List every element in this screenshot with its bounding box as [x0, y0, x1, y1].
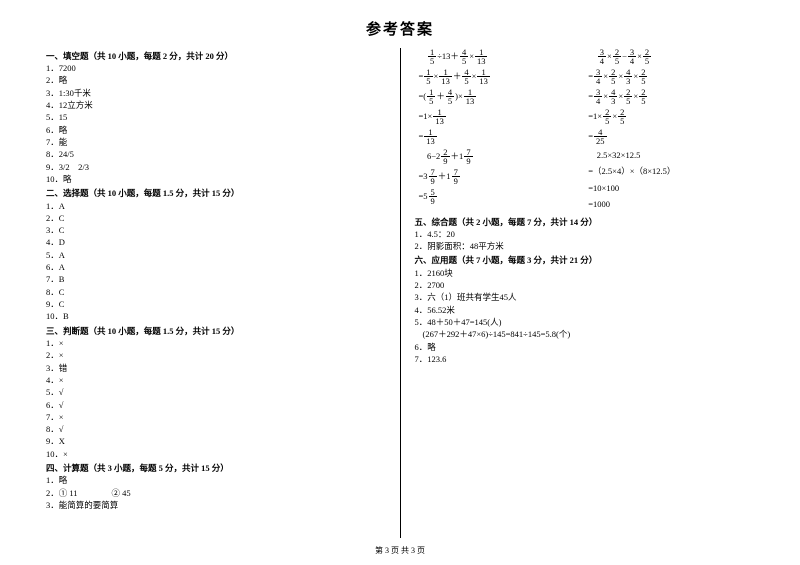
page-footer: 第 3 页 共 3 页	[0, 545, 800, 557]
fill-item: 7．能	[46, 136, 386, 148]
judge-item: 3．错	[46, 362, 386, 374]
choice-item: 6．A	[46, 261, 386, 273]
equation-col-a: 15÷13＋45×113 =15×113＋45×113 =(15＋45)×113…	[415, 48, 585, 148]
judge-item: 8．√	[46, 423, 386, 435]
choice-item: 1．A	[46, 200, 386, 212]
eq-line: 2.5×32×12.5	[588, 148, 754, 162]
fill-item: 8．24/5	[46, 148, 386, 160]
eq-line: =425	[588, 128, 754, 146]
section-comp: 五、综合题（共 2 小题，每题 7 分，共计 14 分）	[415, 216, 755, 228]
choice-item: 2．C	[46, 212, 386, 224]
eq-line: =113	[419, 128, 585, 146]
eq-line: =(15＋45)×113	[419, 88, 585, 106]
equation-col-d: 2.5×32×12.5 =（2.5×4）×（8×12.5） =10×100 =1…	[584, 148, 754, 214]
calc-item: 3．能简算的要简算	[46, 499, 386, 511]
choice-item: 8．C	[46, 286, 386, 298]
choice-item: 3．C	[46, 224, 386, 236]
equation-col-c: 6−229＋179 =379＋179 =559	[415, 148, 585, 214]
equation-row: 6−229＋179 =379＋179 =559 2.5×32×12.5 =（2.…	[415, 148, 755, 214]
eq-line: =1×113	[419, 108, 585, 126]
section-fill: 一、填空题（共 10 小题，每题 2 分，共计 20 分）	[46, 50, 386, 62]
choice-item: 4．D	[46, 236, 386, 248]
eq-line: =34×43×25×25	[588, 88, 754, 106]
judge-item: 7．×	[46, 411, 386, 423]
content-columns: 一、填空题（共 10 小题，每题 2 分，共计 20 分） 1．7200 2．略…	[36, 48, 764, 538]
eq-line: =559	[419, 188, 585, 206]
eq-line: =34×25×43×25	[588, 68, 754, 86]
eq-line: 15÷13＋45×113	[419, 48, 585, 66]
judge-item: 6．√	[46, 399, 386, 411]
eq-line: =10×100	[588, 181, 754, 195]
page-title: 参考答案	[36, 20, 764, 42]
judge-item: 10．×	[46, 448, 386, 460]
calc-item: 2．① 11 ② 45	[46, 487, 386, 499]
choice-item: 10．B	[46, 310, 386, 322]
eq-line: =379＋179	[419, 168, 585, 186]
app-item: 1．2160块	[415, 267, 755, 279]
equation-col-b: 34×25−34×25 =34×25×43×25 =34×43×25×25 =1…	[584, 48, 754, 148]
app-item: 6．略	[415, 341, 755, 353]
eq-line: =15×113＋45×113	[419, 68, 585, 86]
choice-item: 7．B	[46, 273, 386, 285]
eq-line: 34×25−34×25	[588, 48, 754, 66]
fill-item: 3．1:30千米	[46, 87, 386, 99]
judge-item: 5．√	[46, 386, 386, 398]
fill-item: 2．略	[46, 74, 386, 86]
fill-item: 9．3/2 2/3	[46, 161, 386, 173]
fill-item: 6．略	[46, 124, 386, 136]
comp-item: 1．4.5：20	[415, 228, 755, 240]
section-app: 六、应用题（共 7 小题，每题 3 分，共计 21 分）	[415, 254, 755, 266]
app-item: 7．123.6	[415, 353, 755, 365]
section-judge: 三、判断题（共 10 小题，每题 1.5 分，共计 15 分）	[46, 325, 386, 337]
judge-item: 2．×	[46, 349, 386, 361]
right-column: 15÷13＋45×113 =15×113＋45×113 =(15＋45)×113…	[405, 48, 765, 538]
calc-item: 1．略	[46, 474, 386, 486]
eq-line: =1000	[588, 197, 754, 211]
fill-item: 10．略	[46, 173, 386, 185]
eq-line: 6−229＋179	[419, 148, 585, 166]
section-choice: 二、选择题（共 10 小题，每题 1.5 分，共计 15 分）	[46, 187, 386, 199]
eq-line: =（2.5×4）×（8×12.5）	[588, 164, 754, 178]
column-divider	[400, 48, 401, 538]
judge-item: 4．×	[46, 374, 386, 386]
app-item: 3．六（1）班共有学生45人	[415, 291, 755, 303]
app-item: 5．48＋50＋47=145(人)	[415, 316, 755, 328]
equation-row: 15÷13＋45×113 =15×113＋45×113 =(15＋45)×113…	[415, 48, 755, 148]
fill-item: 1．7200	[46, 62, 386, 74]
app-item: (267＋292＋47×6)÷145=841÷145=5.8(个)	[415, 328, 755, 340]
section-calc: 四、计算题（共 3 小题，每题 5 分，共计 15 分）	[46, 462, 386, 474]
app-item: 4．56.52米	[415, 304, 755, 316]
choice-item: 5．A	[46, 249, 386, 261]
comp-item: 2．阴影面积：48平方米	[415, 240, 755, 252]
fill-item: 5．15	[46, 111, 386, 123]
eq-line: =1×25×25	[588, 108, 754, 126]
app-item: 2．2700	[415, 279, 755, 291]
judge-item: 9．X	[46, 435, 386, 447]
judge-item: 1．×	[46, 337, 386, 349]
choice-item: 9．C	[46, 298, 386, 310]
fill-item: 4．12立方米	[46, 99, 386, 111]
left-column: 一、填空题（共 10 小题，每题 2 分，共计 20 分） 1．7200 2．略…	[36, 48, 396, 538]
